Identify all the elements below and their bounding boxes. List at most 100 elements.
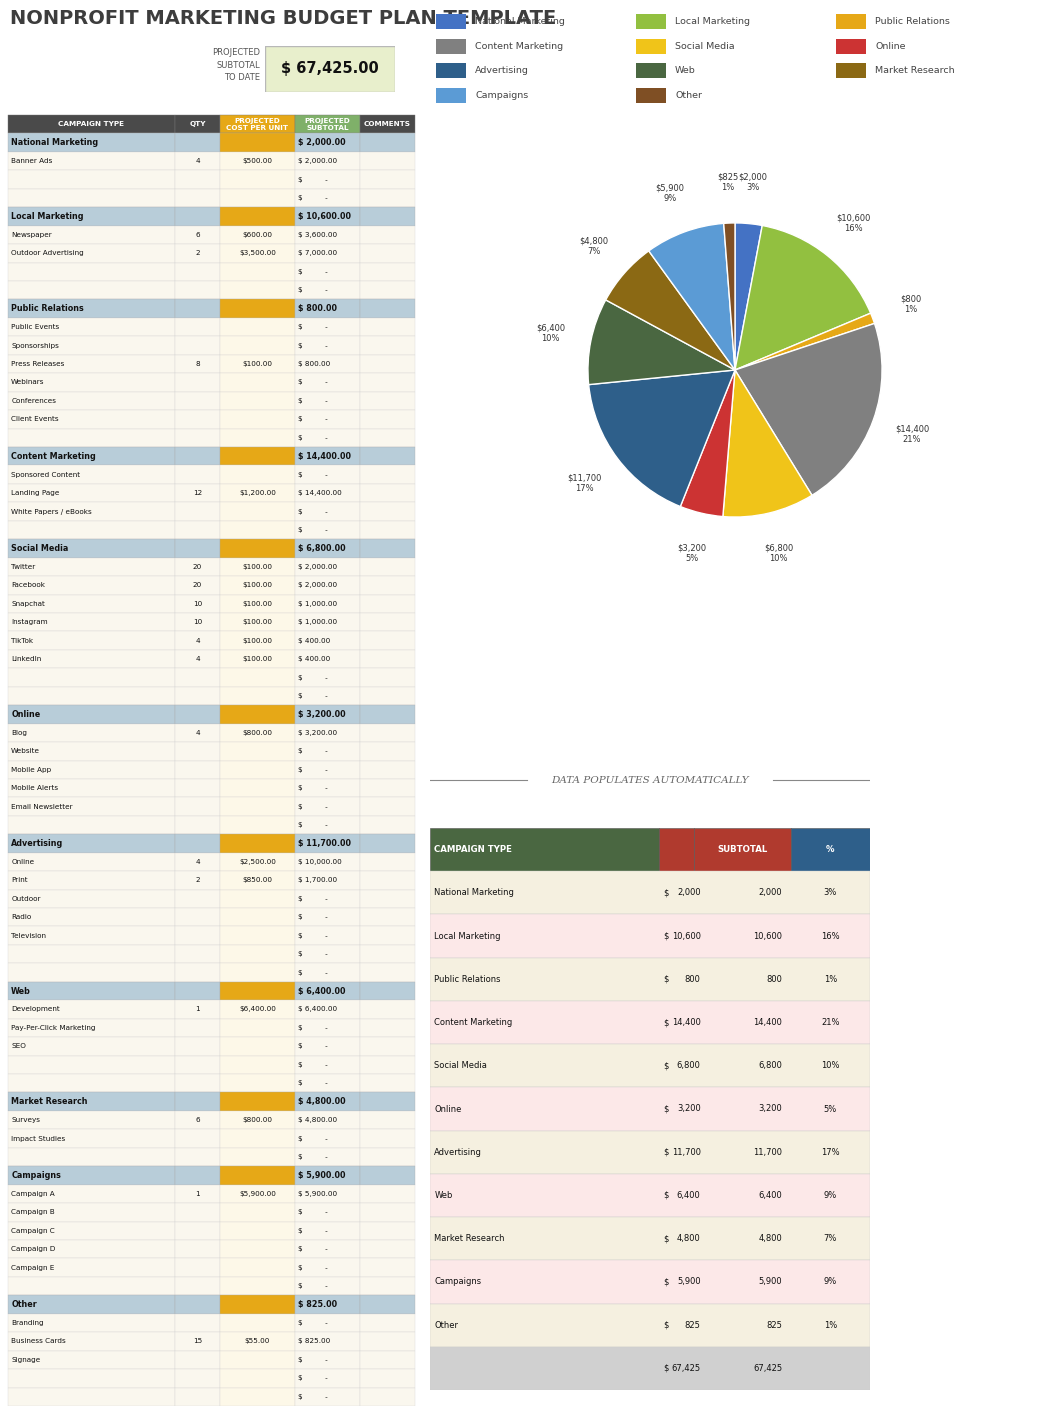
- Bar: [295, 945, 359, 963]
- Text: $4,800
7%: $4,800 7%: [579, 236, 609, 256]
- Bar: [694, 828, 791, 872]
- Bar: [359, 1388, 415, 1406]
- Text: $ 7,000.00: $ 7,000.00: [298, 250, 338, 256]
- Bar: [359, 1204, 415, 1222]
- Wedge shape: [605, 250, 735, 370]
- Text: $: $: [663, 1364, 669, 1372]
- Bar: [220, 724, 295, 742]
- Bar: [175, 779, 220, 797]
- Text: $ 67,425.00: $ 67,425.00: [281, 62, 379, 76]
- Text: National Marketing: National Marketing: [435, 889, 515, 897]
- Bar: [175, 1129, 220, 1147]
- Bar: [175, 1147, 220, 1166]
- Bar: [359, 631, 415, 650]
- Bar: [220, 558, 295, 576]
- Text: 6: 6: [195, 1118, 200, 1123]
- Bar: [8, 1129, 175, 1147]
- Text: $100.00: $100.00: [243, 657, 273, 662]
- Bar: [175, 263, 220, 281]
- Bar: [8, 538, 175, 558]
- Bar: [175, 1258, 220, 1277]
- Text: $ 2,000.00: $ 2,000.00: [298, 582, 338, 588]
- Bar: [220, 1204, 295, 1222]
- Text: 800: 800: [766, 974, 782, 984]
- Bar: [175, 668, 220, 686]
- Text: Market Research: Market Research: [11, 1097, 88, 1107]
- Text: 825: 825: [766, 1320, 782, 1330]
- Text: $ 2,000.00: $ 2,000.00: [298, 564, 338, 569]
- Bar: [220, 134, 295, 152]
- Text: $ 5,900.00: $ 5,900.00: [298, 1191, 338, 1197]
- Wedge shape: [723, 370, 812, 517]
- Text: 14,400: 14,400: [672, 1018, 700, 1026]
- Text: Mobile App: Mobile App: [11, 766, 51, 773]
- Bar: [295, 1166, 359, 1185]
- Bar: [295, 1074, 359, 1092]
- Bar: [8, 1277, 175, 1295]
- Text: LinkedIn: LinkedIn: [11, 657, 42, 662]
- Bar: [8, 447, 175, 465]
- Bar: [220, 263, 295, 281]
- Bar: [8, 1111, 175, 1129]
- Bar: [8, 1038, 175, 1056]
- Text: PROJECTED
COST PER UNIT: PROJECTED COST PER UNIT: [226, 118, 289, 131]
- Bar: [175, 815, 220, 834]
- Bar: [8, 908, 175, 927]
- Bar: [359, 558, 415, 576]
- Text: NONPROFIT MARKETING BUDGET PLAN TEMPLATE: NONPROFIT MARKETING BUDGET PLAN TEMPLATE: [10, 8, 556, 28]
- Bar: [220, 318, 295, 336]
- Bar: [295, 981, 359, 1000]
- Bar: [220, 1295, 295, 1313]
- Bar: [295, 1038, 359, 1056]
- Text: $ 4,800.00: $ 4,800.00: [298, 1118, 338, 1123]
- Bar: [8, 650, 175, 668]
- Text: $ 800.00: $ 800.00: [298, 304, 338, 314]
- Bar: [359, 1185, 415, 1204]
- Bar: [8, 576, 175, 595]
- Bar: [359, 1000, 415, 1019]
- Bar: [8, 686, 175, 706]
- Bar: [8, 1369, 175, 1388]
- Bar: [359, 1166, 415, 1185]
- Text: Campaign E: Campaign E: [11, 1264, 54, 1271]
- Bar: [295, 318, 359, 336]
- Text: Public Relations: Public Relations: [11, 304, 84, 314]
- Text: $          -: $ -: [298, 416, 328, 422]
- Bar: [295, 1129, 359, 1147]
- Text: 10%: 10%: [821, 1062, 840, 1070]
- Bar: [175, 1038, 220, 1056]
- Bar: [359, 170, 415, 188]
- Bar: [8, 595, 175, 613]
- Text: 16%: 16%: [821, 932, 840, 941]
- Bar: [8, 1019, 175, 1038]
- Bar: [359, 484, 415, 502]
- Text: Email Newsletter: Email Newsletter: [11, 804, 73, 810]
- Bar: [359, 815, 415, 834]
- Text: $          -: $ -: [298, 896, 328, 901]
- Bar: [175, 613, 220, 631]
- Text: Development: Development: [11, 1007, 60, 1012]
- Bar: [175, 558, 220, 576]
- Text: PROJECTED
SUBTOTAL: PROJECTED SUBTOTAL: [304, 118, 350, 131]
- Bar: [8, 429, 175, 447]
- Text: $          -: $ -: [298, 1393, 328, 1400]
- Text: Campaign D: Campaign D: [11, 1246, 55, 1253]
- Wedge shape: [735, 225, 871, 370]
- Text: Online: Online: [11, 710, 41, 718]
- Text: 3%: 3%: [824, 889, 837, 897]
- Text: $11,700
17%: $11,700 17%: [567, 474, 601, 494]
- Bar: [359, 1295, 415, 1313]
- Bar: [359, 1111, 415, 1129]
- Text: 1%: 1%: [824, 974, 837, 984]
- Bar: [430, 1045, 870, 1087]
- Bar: [295, 686, 359, 706]
- Bar: [359, 1277, 415, 1295]
- Text: Content Marketing: Content Marketing: [11, 451, 96, 461]
- Text: $          -: $ -: [298, 177, 328, 183]
- Text: 2: 2: [195, 877, 200, 883]
- Bar: [295, 1388, 359, 1406]
- Bar: [295, 1147, 359, 1166]
- Text: 67,425: 67,425: [753, 1364, 782, 1372]
- Bar: [175, 336, 220, 354]
- Bar: [295, 890, 359, 908]
